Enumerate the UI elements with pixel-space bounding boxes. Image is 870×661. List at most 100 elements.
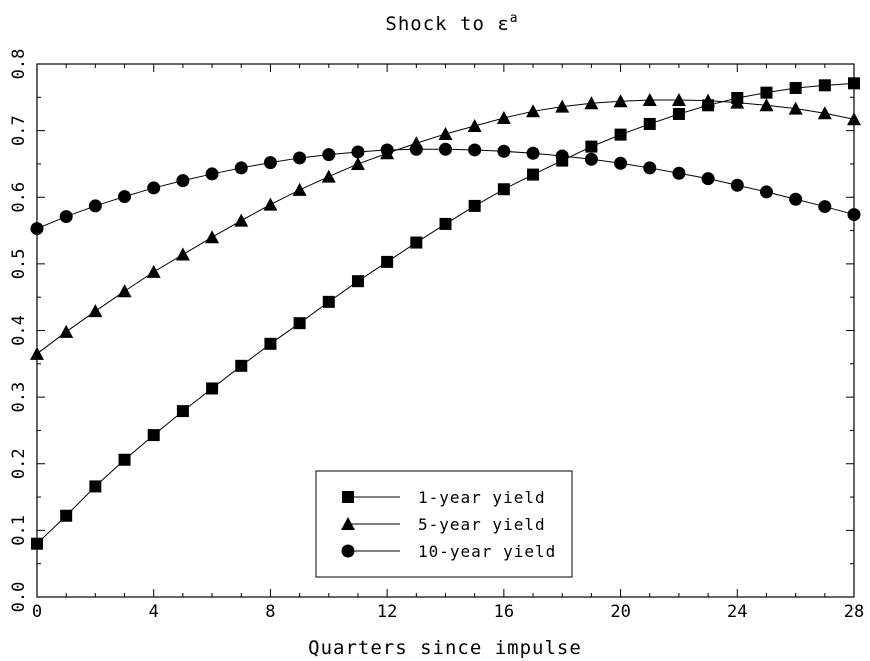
data-point-circle	[263, 156, 277, 170]
data-point-triangle	[817, 106, 832, 120]
data-point-square	[439, 217, 452, 230]
legend-label: 10-year yield	[418, 542, 556, 561]
data-point-triangle	[205, 230, 220, 244]
data-point-square	[585, 140, 598, 153]
data-point-circle	[555, 149, 569, 163]
data-point-triangle	[730, 95, 745, 109]
data-point-square	[848, 77, 860, 90]
data-point-square	[60, 509, 73, 522]
data-point-square	[264, 337, 277, 350]
y-tick-label: 0.1	[9, 515, 29, 546]
data-point-square	[351, 275, 364, 288]
data-point-triangle	[467, 118, 482, 132]
y-tick-label: 0.7	[9, 115, 29, 146]
data-point-triangle	[350, 156, 365, 170]
legend-entry: 1-year yield	[342, 488, 545, 507]
data-point-circle	[409, 142, 423, 156]
data-point-triangle	[759, 98, 774, 112]
data-point-square	[672, 107, 685, 120]
data-point-square	[381, 255, 394, 268]
data-point-triangle	[321, 169, 336, 183]
data-point-square	[206, 382, 219, 395]
data-point-circle	[672, 166, 686, 180]
x-tick-label: 24	[727, 602, 747, 622]
data-point-circle	[205, 167, 219, 181]
data-point-triangle	[788, 101, 803, 115]
data-point-triangle	[263, 197, 278, 211]
x-tick-label: 4	[149, 602, 159, 622]
data-point-triangle	[847, 112, 861, 126]
data-point-triangle	[88, 304, 103, 318]
data-point-square	[818, 79, 831, 92]
data-point-square	[497, 183, 510, 196]
y-tick-label: 0.3	[9, 382, 29, 413]
data-point-circle	[643, 161, 657, 175]
x-tick-label: 28	[844, 602, 864, 622]
y-tick-label: 0.5	[9, 249, 29, 280]
data-point-triangle	[584, 96, 599, 110]
data-point-circle	[584, 152, 598, 166]
data-point-circle	[118, 190, 132, 204]
data-point-triangle	[613, 94, 628, 108]
data-point-triangle	[292, 182, 307, 196]
data-point-circle	[88, 199, 102, 213]
data-point-square	[614, 128, 627, 141]
data-point-square	[643, 117, 656, 130]
legend-entry: 5-year yield	[341, 515, 546, 534]
y-tick-label: 0.4	[9, 315, 29, 346]
y-tick-label: 0.0	[9, 582, 29, 613]
data-point-triangle	[642, 92, 657, 106]
legend-marker-square	[342, 491, 354, 503]
data-point-circle	[818, 200, 832, 214]
data-point-circle	[176, 174, 190, 188]
x-tick-label: 16	[494, 602, 514, 622]
chart-title: Shock to εa	[385, 11, 518, 35]
data-point-square	[789, 81, 802, 94]
data-point-square	[89, 480, 102, 493]
data-point-circle	[147, 181, 161, 195]
data-point-circle	[497, 144, 511, 158]
data-point-square	[760, 86, 773, 99]
data-point-triangle	[438, 126, 453, 140]
x-tick-label: 20	[610, 602, 630, 622]
x-axis-title: Quarters since impulse	[308, 637, 582, 659]
y-axis: 0.0 0.1 0.2 0.3 0.4 0.5 0.6 0.7 0.8	[9, 49, 854, 613]
data-point-square	[322, 295, 335, 308]
data-point-square	[147, 429, 160, 442]
data-point-square	[293, 317, 306, 330]
data-point-square	[527, 168, 540, 181]
data-point-circle	[234, 161, 248, 175]
data-point-circle	[380, 143, 394, 157]
data-point-circle	[322, 148, 336, 162]
legend: 1-year yield 5-year yield 10-year yield	[315, 470, 573, 578]
data-point-triangle	[526, 104, 541, 118]
data-point-triangle	[59, 324, 74, 338]
data-point-circle	[730, 178, 744, 192]
data-point-circle	[351, 145, 365, 159]
data-point-triangle	[701, 93, 716, 107]
data-point-circle	[847, 208, 861, 222]
data-point-square	[468, 199, 481, 212]
data-point-triangle	[30, 346, 44, 360]
y-tick-label: 0.8	[9, 49, 29, 80]
data-point-triangle	[234, 213, 249, 227]
y-tick-label: 0.6	[9, 182, 29, 213]
data-point-triangle	[146, 264, 161, 278]
data-point-square	[31, 537, 43, 550]
data-point-circle	[30, 222, 44, 236]
data-point-circle	[468, 143, 482, 157]
data-point-triangle	[117, 284, 132, 298]
data-point-circle	[759, 185, 773, 199]
data-point-triangle	[555, 99, 570, 113]
data-point-square	[235, 359, 248, 372]
series-square	[31, 77, 860, 550]
data-point-triangle	[671, 92, 686, 106]
legend-entry: 10-year yield	[341, 542, 556, 561]
data-point-circle	[701, 172, 715, 186]
legend-marker-triangle	[341, 517, 355, 530]
data-point-square	[118, 453, 131, 466]
legend-label: 5-year yield	[418, 515, 546, 534]
legend-marker-circle	[341, 544, 355, 558]
series-layer	[30, 77, 861, 550]
